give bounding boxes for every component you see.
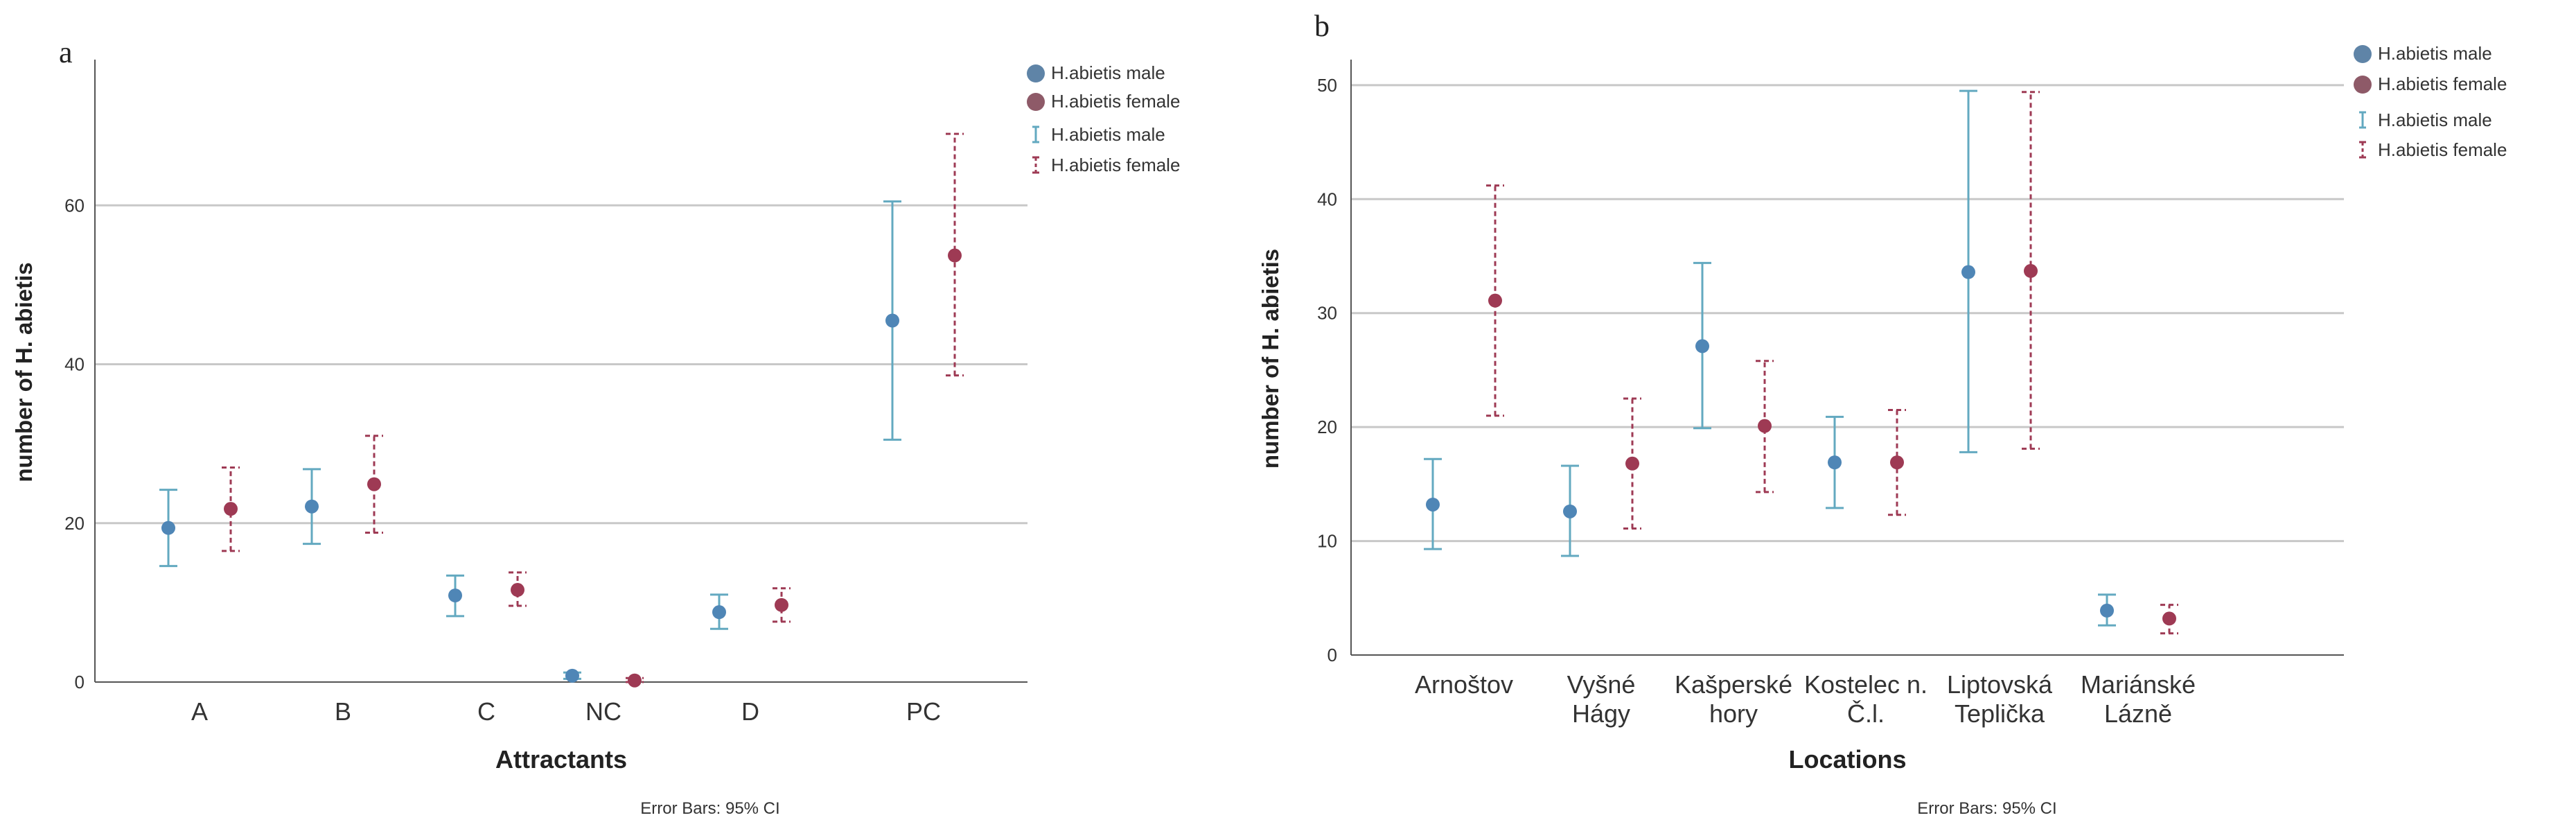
y-tick-label: 40: [1317, 189, 1337, 209]
y-axis-title: number of H. abietis: [11, 262, 37, 482]
legend-label: H.abietis male: [2378, 110, 2492, 130]
x-tick-label: D: [741, 697, 759, 726]
x-tick-label: PC: [906, 697, 941, 726]
x-tick-label: Kostelec n. Č.l.: [1804, 670, 1927, 728]
x-tick-label-line: B: [335, 697, 351, 726]
x-tick-label-line: Kašperské: [1675, 670, 1792, 699]
y-axis-title: number of H. abietis: [1258, 249, 1283, 469]
x-tick-label: Vyšné Hágy: [1567, 670, 1636, 728]
y-tick-label: 40: [64, 354, 85, 375]
error-bars-note: Error Bars: 95% CI: [640, 799, 779, 818]
male-mean-point: [161, 521, 175, 535]
legend-label: H.abietis female: [1051, 155, 1180, 175]
legend: H.abietis male H.abietis female H.abietis …: [1027, 62, 1180, 175]
x-tick-label-line: Č.l.: [1847, 699, 1885, 728]
male-mean-point: [1426, 497, 1440, 512]
x-tick-label: NC: [585, 697, 621, 726]
legend-label: H.abietis female: [2378, 139, 2507, 160]
x-tick-label-line: Kostelec n.: [1804, 670, 1927, 699]
y-tick-label: 20: [1317, 417, 1337, 437]
y-tick-label: 0: [75, 672, 85, 692]
x-tick-label-line: Lázně: [2104, 699, 2172, 728]
x-tick-label-line: Hágy: [1572, 699, 1630, 728]
x-tick-label-line: PC: [906, 697, 941, 726]
x-tick-label-line: Teplička: [1955, 699, 2045, 728]
female-mean-point: [2024, 263, 2038, 278]
chart-panel-a: a 0 20 40 60 A B C NC D PC Attractants number of H. …: [11, 35, 1180, 818]
x-axis-title: Attractants: [495, 745, 627, 774]
y-tick-label: 0: [1327, 645, 1337, 665]
x-tick-label: Mariánské Lázně: [2081, 670, 2196, 728]
male-mean-point: [712, 605, 726, 620]
x-tick-label: Kašperské hory: [1675, 670, 1792, 728]
y-tick-label: 60: [64, 195, 85, 216]
x-tick-label: Liptovská Teplička: [1947, 670, 2053, 728]
female-mean-point: [1625, 456, 1639, 471]
panel-letter: a: [59, 35, 73, 69]
female-mean-point: [511, 583, 524, 597]
male-mean-point: [2100, 603, 2114, 618]
x-tick-label-line: D: [741, 697, 759, 726]
error-bars-note: Error Bars: 95% CI: [1917, 799, 2056, 818]
male-mean-point: [1828, 455, 1842, 470]
x-tick-label: A: [191, 697, 208, 726]
x-tick-label-line: Vyšné: [1567, 670, 1636, 699]
female-mean-point: [367, 477, 381, 491]
female-mean-point: [948, 248, 962, 263]
legend-label: H.abietis male: [1051, 124, 1165, 145]
legend-label: H.abietis male: [2378, 43, 2492, 64]
female-mean-point: [2162, 611, 2176, 626]
x-axis-title: Locations: [1788, 745, 1906, 774]
male-mean-point: [305, 499, 319, 514]
chart-panel-b: b 0 10 20 30 40 50 Arnoštov Vyšné Hágy Kašperské ho…: [1258, 9, 2507, 818]
x-tick-label-line: C: [477, 697, 495, 726]
y-tick-label: 50: [1317, 75, 1337, 96]
y-tick-label: 30: [1317, 303, 1337, 324]
legend-female-marker: [2354, 76, 2372, 94]
y-tick-label: 10: [1317, 531, 1337, 552]
female-mean-point: [1758, 419, 1772, 433]
male-mean-point: [1695, 339, 1709, 353]
female-mean-point: [224, 502, 238, 516]
x-tick-label: C: [477, 697, 495, 726]
legend-label: H.abietis female: [1051, 91, 1180, 112]
x-tick-label-line: A: [191, 697, 208, 726]
x-tick-label-line: NC: [585, 697, 621, 726]
legend-label: H.abietis male: [1051, 62, 1165, 83]
legend-label: H.abietis female: [2378, 73, 2507, 94]
panel-letter: b: [1314, 9, 1330, 43]
male-mean-point: [1563, 504, 1577, 518]
legend-male-marker: [1027, 64, 1045, 82]
x-tick-label: Arnoštov: [1415, 670, 1513, 699]
female-mean-point: [1488, 293, 1502, 308]
x-tick-label-line: Arnoštov: [1415, 670, 1513, 699]
y-tick-label: 20: [64, 513, 85, 534]
female-mean-point: [775, 597, 788, 612]
legend: H.abietis male H.abietis female H.abietis …: [2354, 43, 2507, 160]
x-tick-label-line: hory: [1709, 699, 1758, 728]
male-mean-point: [1961, 265, 1975, 279]
male-mean-point: [885, 313, 899, 328]
male-mean-point: [448, 588, 462, 603]
legend-female-marker: [1027, 93, 1045, 111]
male-mean-point: [565, 668, 579, 683]
female-mean-point: [628, 673, 642, 688]
legend-male-marker: [2354, 45, 2372, 63]
x-tick-label-line: Mariánské: [2081, 670, 2196, 699]
x-tick-label-line: Liptovská: [1947, 670, 2053, 699]
x-tick-label: B: [335, 697, 351, 726]
female-mean-point: [1890, 455, 1904, 470]
